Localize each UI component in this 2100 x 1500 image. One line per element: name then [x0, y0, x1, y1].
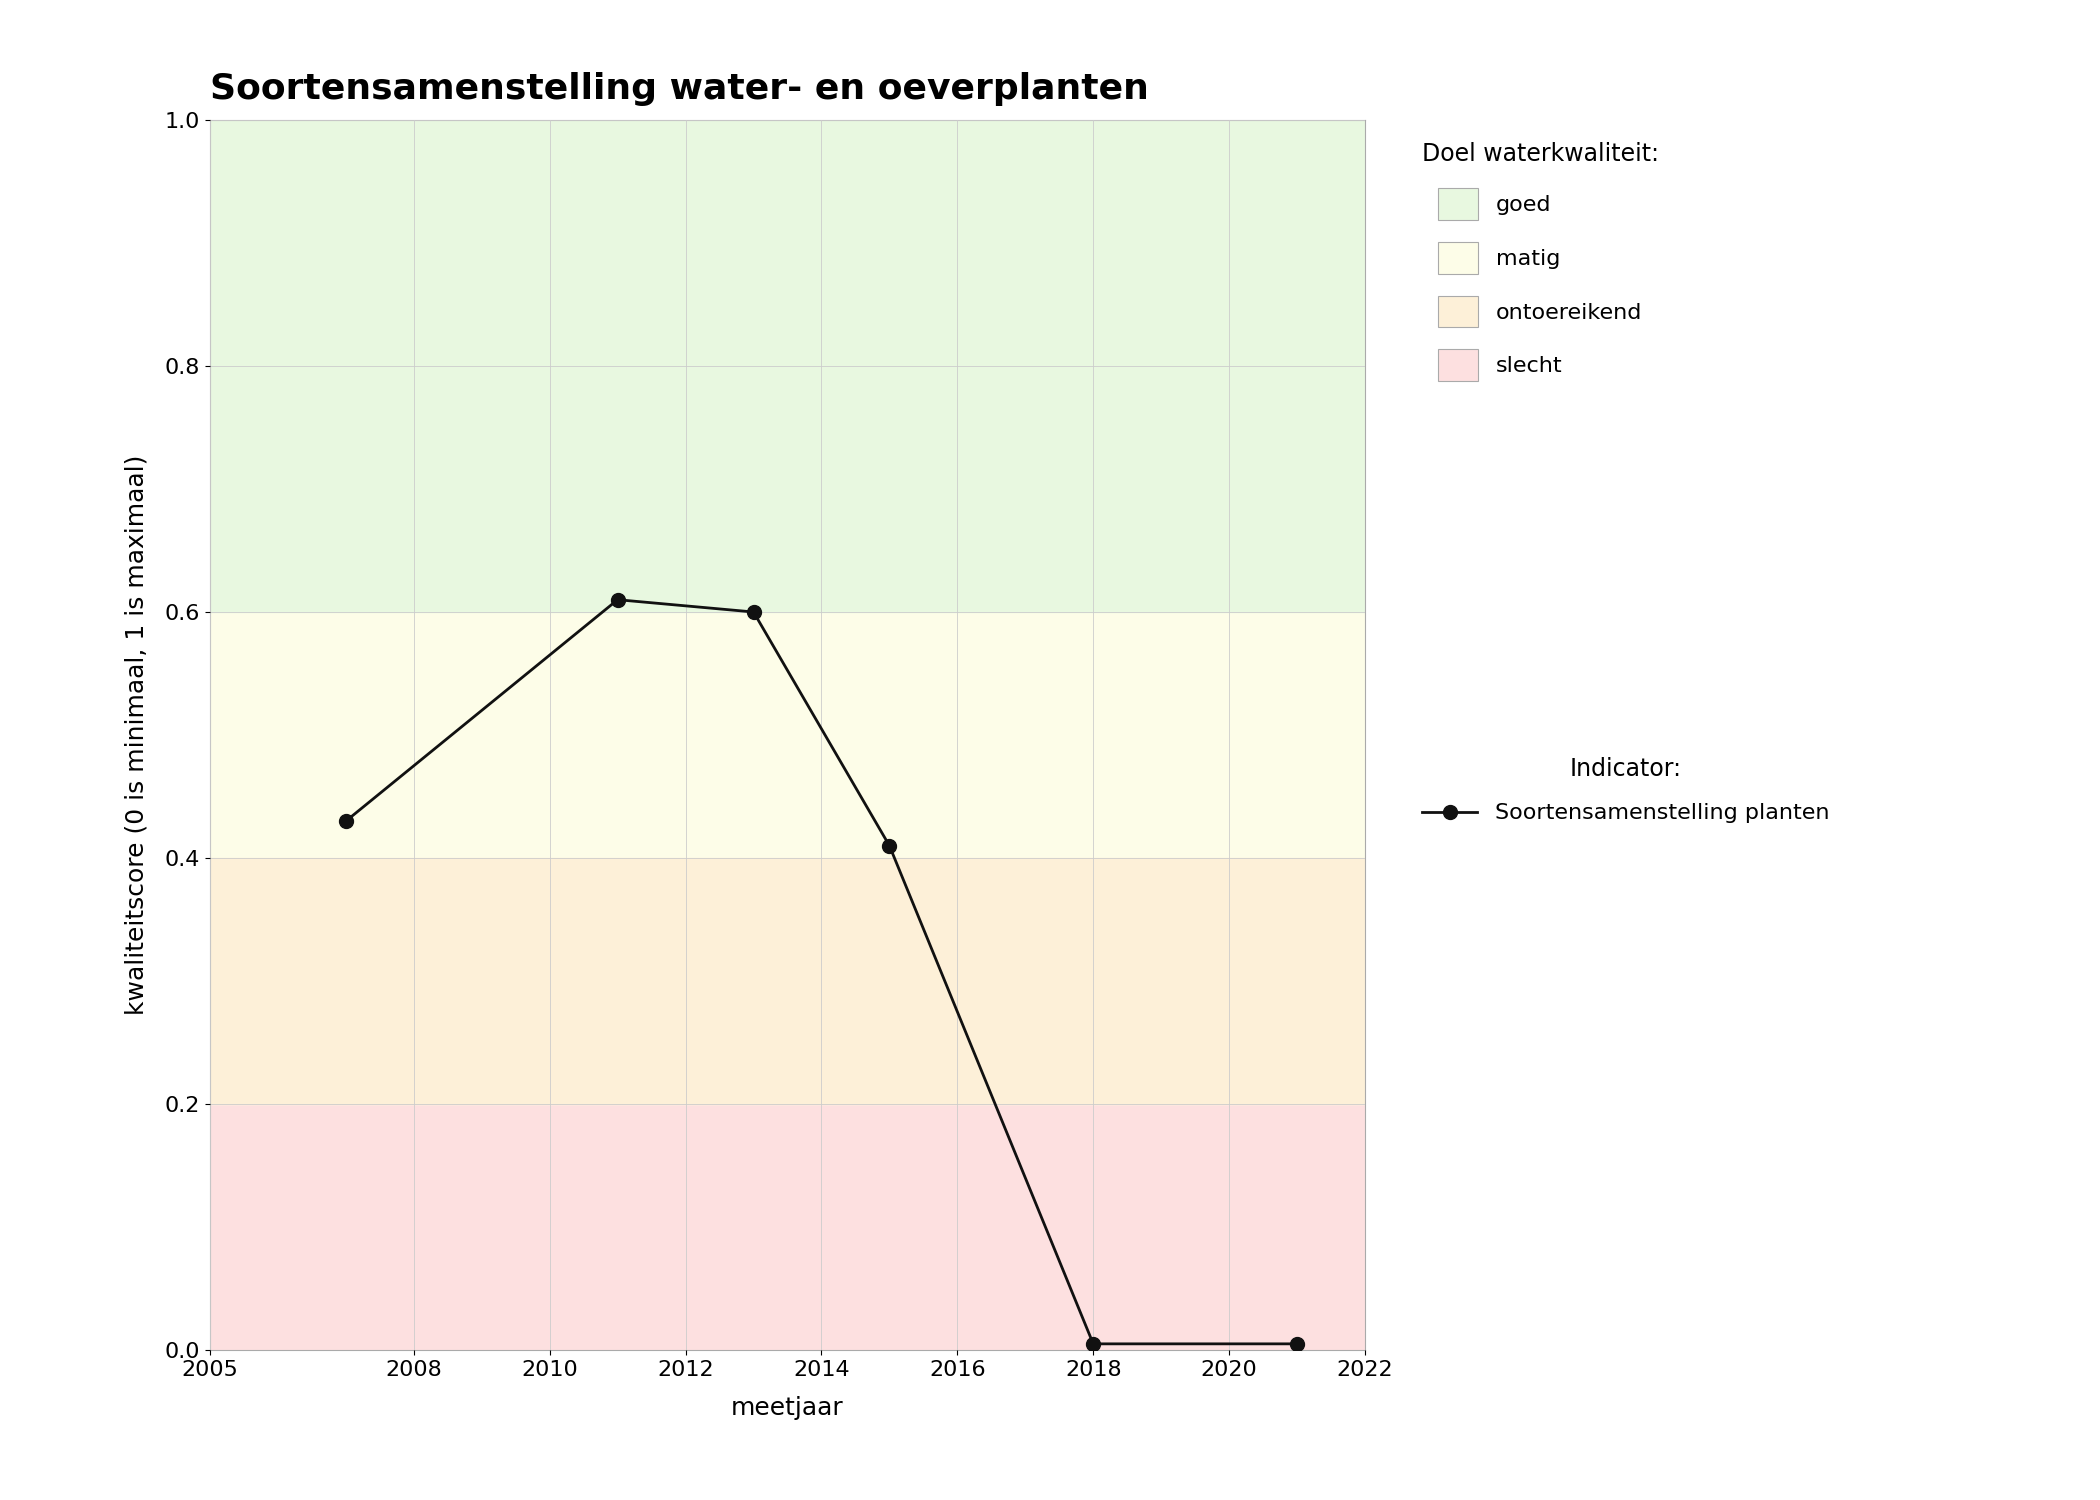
Bar: [210, 1104, 1365, 1350]
Y-axis label: kwaliteitscore (0 is minimaal, 1 is maximaal): kwaliteitscore (0 is minimaal, 1 is maxi…: [124, 454, 149, 1016]
Bar: [210, 858, 1365, 1104]
Text: Soortensamenstelling water- en oeverplanten: Soortensamenstelling water- en oeverplan…: [210, 72, 1149, 106]
X-axis label: meetjaar: meetjaar: [731, 1396, 844, 1420]
Bar: [210, 120, 1365, 612]
Bar: [210, 612, 1365, 1104]
Legend: Soortensamenstelling planten: Soortensamenstelling planten: [1411, 746, 1842, 834]
